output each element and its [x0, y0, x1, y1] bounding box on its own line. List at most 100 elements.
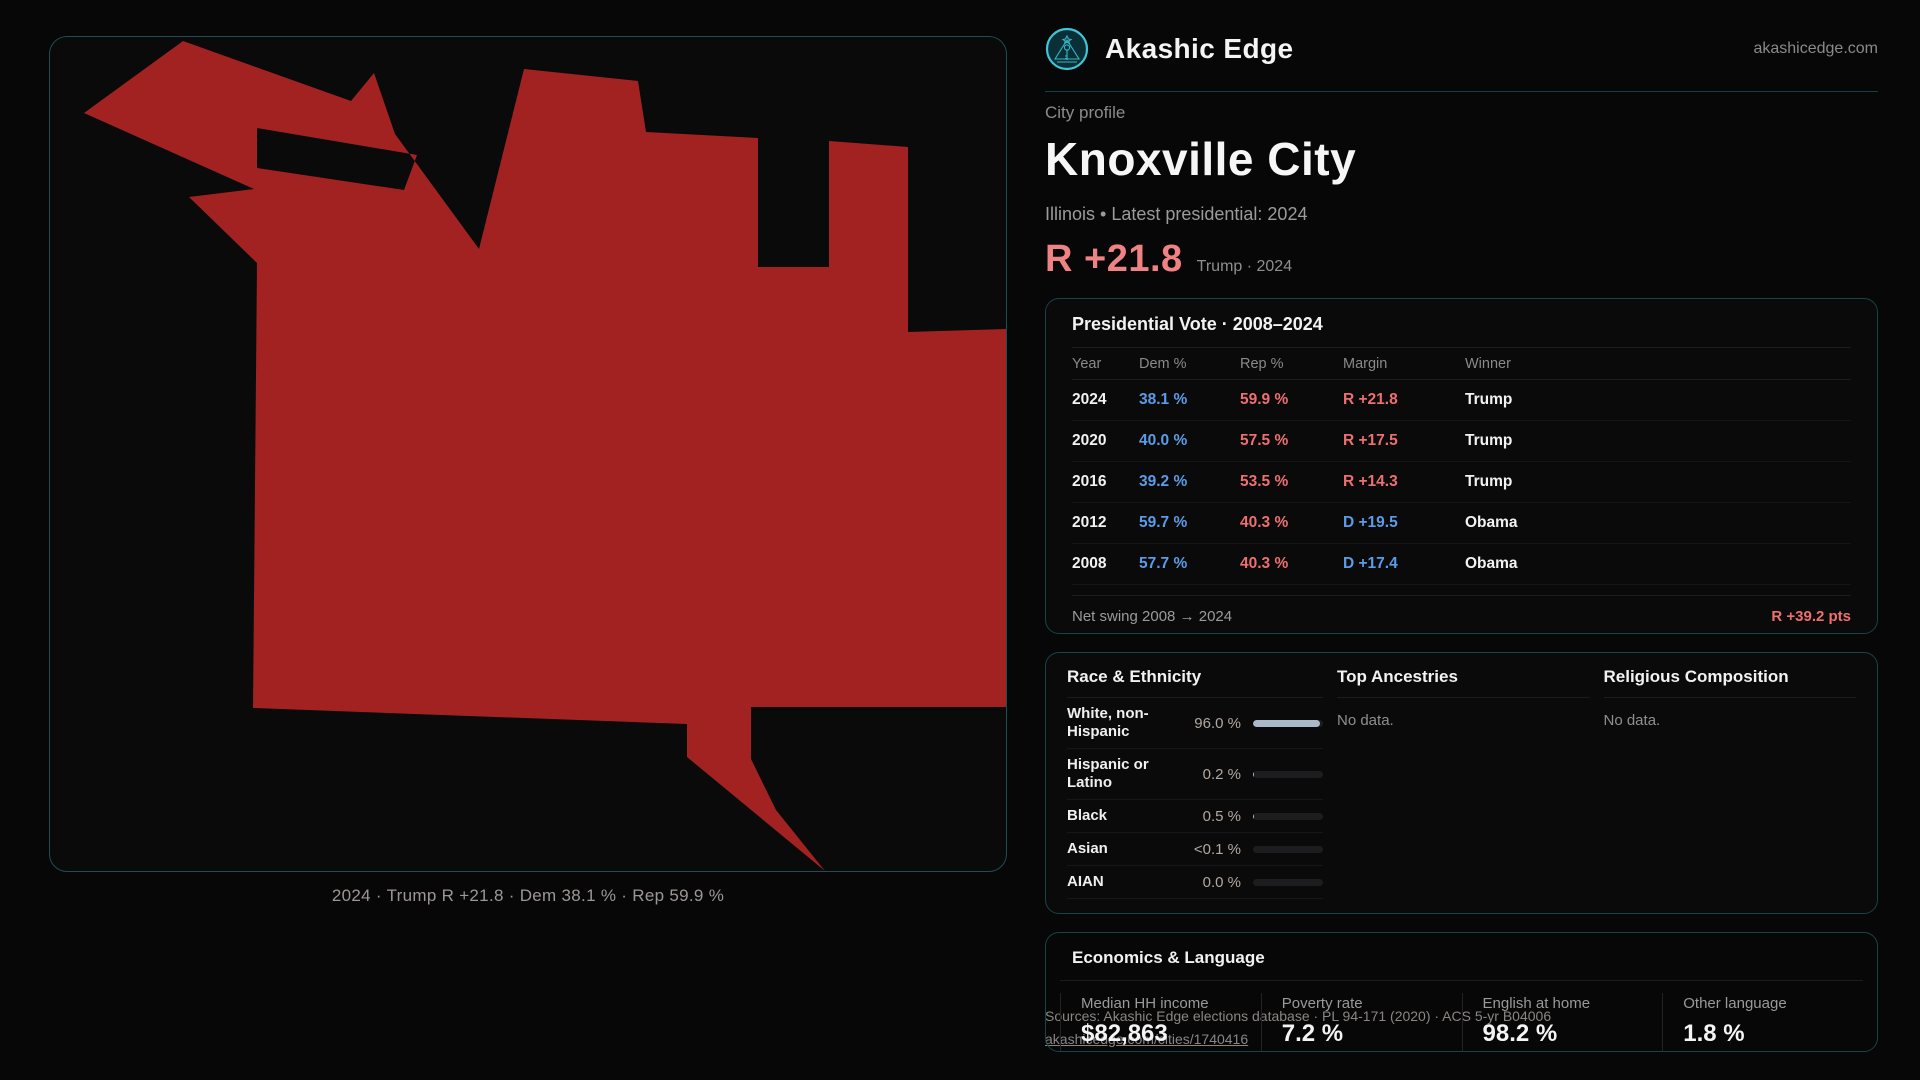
city-map-panel: [49, 36, 1007, 872]
ancestries-empty: No data.: [1337, 712, 1394, 729]
cell-m-R: R +17.5: [1343, 432, 1398, 449]
race-bar: [1253, 770, 1323, 778]
religious-composition-section: Religious Composition No data.: [1603, 653, 1856, 899]
header: Akashic Edge akashicedge.com: [1045, 0, 1878, 92]
stat-label: Other language: [1683, 995, 1787, 1012]
race-value: 96.0 %: [1194, 714, 1241, 732]
vote-card-title: Presidential Vote · 2008–2024: [1072, 314, 1323, 334]
ancestries-title: Top Ancestries: [1337, 667, 1458, 686]
stat-cell: Other language 1.8 %: [1662, 993, 1863, 1051]
col-winner: Winner: [1465, 355, 1511, 372]
vote-table-row: 2020 40.0 % 57.5 % R +17.5 Trump: [1072, 421, 1851, 462]
cell-c-year: 2008: [1072, 555, 1107, 572]
headline-margin: R +21.8 Trump · 2024: [1045, 238, 1292, 281]
brand-domain-link[interactable]: akashicedge.com: [1753, 39, 1878, 57]
city-shape: [84, 41, 1006, 871]
race-value: <0.1 %: [1193, 840, 1241, 858]
cell-c-rep: 53.5 %: [1240, 473, 1289, 490]
cell-c-year: 2012: [1072, 514, 1107, 531]
stat-label: Poverty rate: [1281, 995, 1363, 1012]
race-label: White, non-Hispanic: [1067, 705, 1149, 740]
permalink-url[interactable]: akashicedge.com/cities/1740416: [1045, 1031, 1249, 1047]
cell-c-dem: 38.1 %: [1139, 391, 1188, 408]
cell-c-win: Trump: [1465, 432, 1513, 449]
religion-empty: No data.: [1603, 712, 1661, 729]
divider: [1072, 347, 1851, 348]
divider: [1603, 697, 1856, 698]
cell-c-year: 2020: [1072, 432, 1107, 449]
col-dem: Dem %: [1139, 355, 1187, 372]
akashic-edge-logo-icon: [1045, 27, 1089, 70]
race-label: Asian: [1067, 840, 1108, 857]
stat-value: 1.8 %: [1683, 1020, 1745, 1047]
stat-value: 98.2 %: [1482, 1020, 1558, 1047]
margin-value: R +21.8: [1045, 238, 1183, 280]
vote-table-row: 2024 38.1 % 59.9 % R +21.8 Trump: [1072, 380, 1851, 421]
vote-table-row: 2012 59.7 % 40.3 % D +19.5 Obama: [1072, 503, 1851, 544]
top-ancestries-section: Top Ancestries No data.: [1337, 653, 1590, 899]
race-value: 0.5 %: [1202, 807, 1241, 825]
demographics-grid: Race & Ethnicity White, non-Hispanic 96.0…: [1067, 653, 1856, 899]
race-row: Hispanic or Latino 0.2 %: [1067, 749, 1323, 800]
economics-title: Economics & Language: [1072, 948, 1265, 967]
race-bar: [1253, 845, 1323, 853]
religion-title: Religious Composition: [1603, 667, 1789, 686]
race-ethnicity-section: Race & Ethnicity White, non-Hispanic 96.0…: [1067, 653, 1323, 899]
race-row: White, non-Hispanic 96.0 %: [1067, 698, 1323, 749]
stat-cell: Poverty rate 7.2 %: [1260, 993, 1462, 1051]
race-label: Hispanic or Latino: [1067, 756, 1149, 791]
race-row: Black 0.5 %: [1067, 800, 1323, 833]
stat-cell: English at home 98.2 %: [1461, 993, 1663, 1051]
cell-c-win: Trump: [1465, 391, 1513, 408]
col-margin: Margin: [1343, 355, 1388, 372]
cell-c-dem: 40.0 %: [1139, 432, 1188, 449]
net-swing-value: R +39.2 pts: [1771, 608, 1851, 625]
subtitle: Illinois • Latest presidential: 2024: [1045, 204, 1308, 224]
cell-c-dem: 59.7 %: [1139, 514, 1188, 531]
cell-m-R: R +21.8: [1343, 391, 1398, 408]
race-bar: [1253, 719, 1323, 727]
stat-cell: Median HH income $82,863: [1060, 993, 1261, 1051]
vote-table-body: 2024 38.1 % 59.9 % R +21.8 Trump 2020 40.0 % 57…: [1072, 380, 1851, 585]
race-bar-fill: [1253, 719, 1321, 727]
net-swing-label: Net swing 2008 → 2024: [1072, 608, 1233, 625]
vote-table-header: Year Dem % Rep % Margin Winner: [1072, 348, 1851, 380]
economics-card: Economics & Language Median HH income $82…: [1045, 932, 1878, 1052]
cell-c-rep: 57.5 %: [1240, 432, 1289, 449]
city-map: [84, 41, 1006, 871]
cell-m-D: D +17.4: [1343, 555, 1398, 572]
divider: [1060, 980, 1863, 981]
stat-label: Median HH income: [1081, 995, 1209, 1012]
brand-name: Akashic Edge: [1105, 32, 1294, 64]
demographics-card: Race & Ethnicity White, non-Hispanic 96.0…: [1045, 652, 1878, 914]
cell-c-rep: 40.3 %: [1240, 514, 1289, 531]
race-label: AIAN: [1067, 873, 1104, 890]
map-caption: 2024 · Trump R +21.8 · Dem 38.1 % · Rep …: [331, 886, 725, 905]
margin-context: Trump · 2024: [1196, 258, 1293, 275]
cell-c-rep: 59.9 %: [1240, 391, 1289, 408]
race-row: AIAN 0.0 %: [1067, 866, 1323, 899]
cell-m-D: D +19.5: [1343, 514, 1398, 531]
race-title: Race & Ethnicity: [1067, 667, 1202, 686]
race-rows: White, non-Hispanic 96.0 % Hispanic or Lat…: [1067, 698, 1323, 899]
cell-c-dem: 39.2 %: [1139, 473, 1188, 490]
cell-c-dem: 57.7 %: [1139, 555, 1188, 572]
vote-table-row: 2016 39.2 % 53.5 % R +14.3 Trump: [1072, 462, 1851, 503]
divider: [1337, 697, 1590, 698]
cell-c-win: Obama: [1465, 555, 1518, 572]
race-value: 0.0 %: [1202, 873, 1241, 891]
cell-c-year: 2016: [1072, 473, 1107, 490]
race-value: 0.2 %: [1202, 765, 1241, 783]
cell-c-rep: 40.3 %: [1240, 555, 1289, 572]
stat-value: $82,863: [1081, 1020, 1168, 1047]
net-swing-row: Net swing 2008 → 2024 R +39.2 pts: [1072, 595, 1851, 625]
cell-c-year: 2024: [1072, 391, 1107, 408]
cell-c-win: Obama: [1465, 514, 1518, 531]
eyebrow: City profile: [1045, 103, 1126, 122]
col-year: Year: [1072, 355, 1102, 372]
economics-stats: Median HH income $82,863 Poverty rate 7.2 %…: [1060, 993, 1863, 1051]
race-bar: [1253, 812, 1323, 820]
col-rep: Rep %: [1240, 355, 1284, 372]
divider: [1067, 697, 1323, 698]
page-title: Knoxville City: [1045, 133, 1357, 185]
